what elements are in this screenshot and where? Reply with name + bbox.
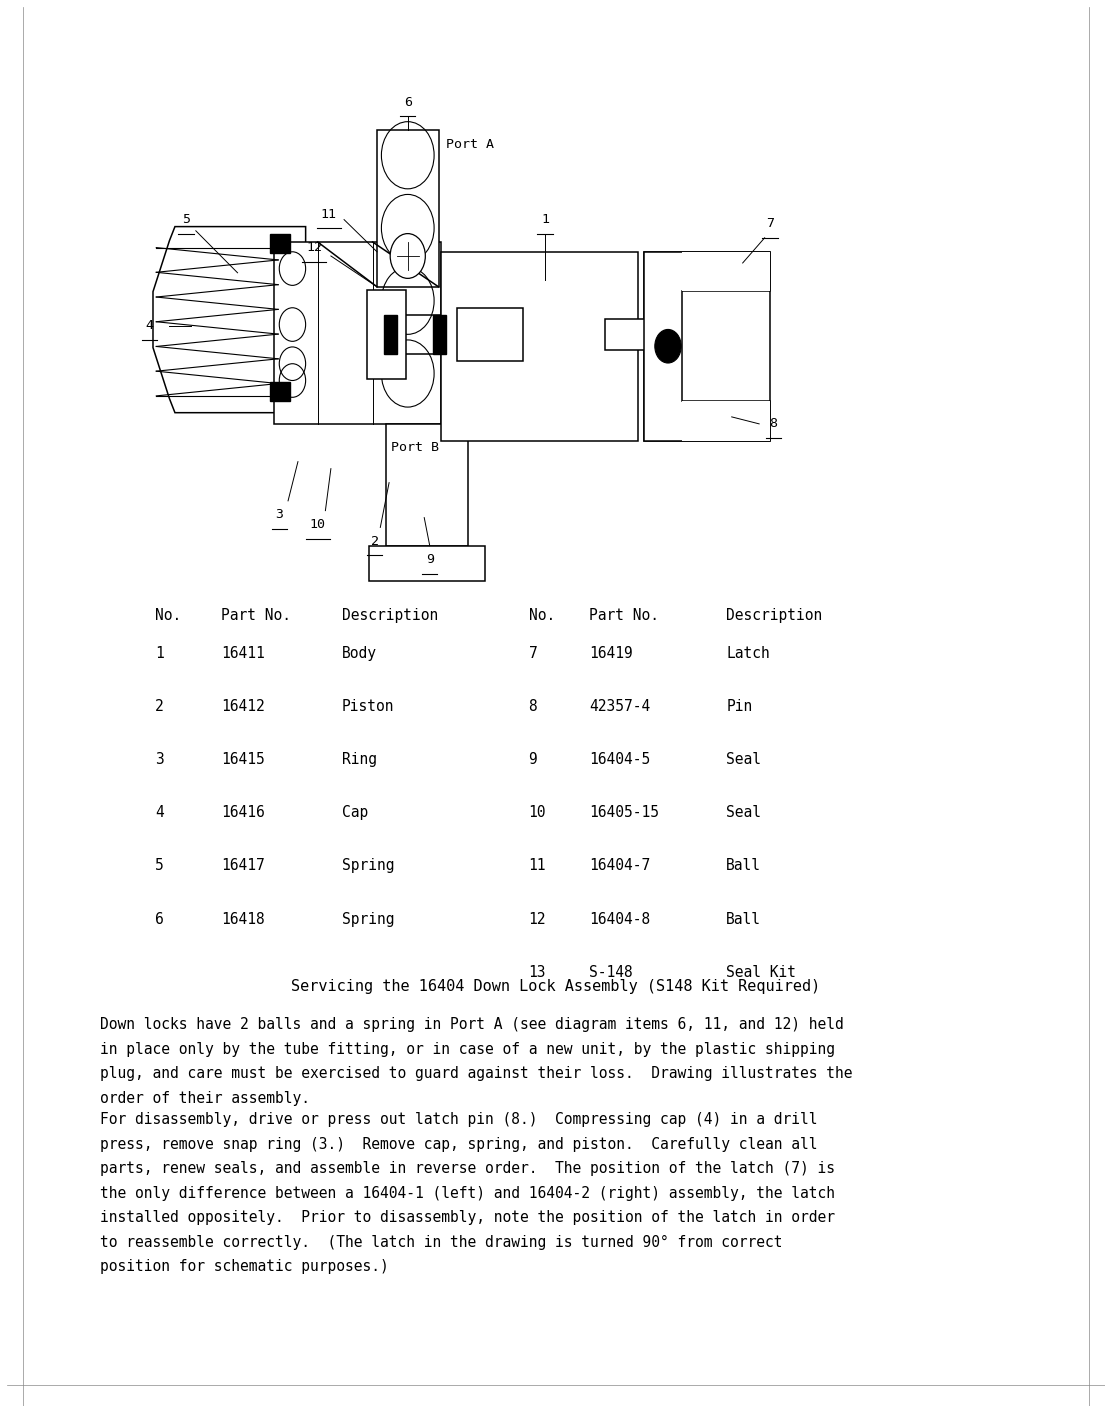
Text: 6: 6 — [156, 911, 163, 927]
Text: 8: 8 — [528, 699, 537, 714]
Bar — [270, 382, 290, 401]
Text: 4: 4 — [146, 319, 153, 332]
Text: installed oppositely.  Prior to disassembly, note the position of the latch in o: installed oppositely. Prior to disassemb… — [100, 1210, 835, 1225]
Text: Port A: Port A — [446, 137, 494, 151]
Bar — [369, 545, 485, 581]
Text: 42357-4: 42357-4 — [589, 699, 651, 714]
Text: Seal: Seal — [726, 752, 762, 767]
Text: parts, renew seals, and assemble in reverse order.  The position of the latch (7: parts, renew seals, and assemble in reve… — [100, 1161, 835, 1176]
Text: 16418: 16418 — [221, 911, 265, 927]
Text: Port B: Port B — [391, 441, 439, 454]
Bar — [440, 252, 638, 441]
Text: 9: 9 — [426, 552, 434, 567]
Text: 10: 10 — [310, 519, 326, 531]
Bar — [683, 252, 771, 291]
Text: 6: 6 — [404, 96, 411, 109]
Text: 7: 7 — [528, 646, 537, 661]
Text: 11: 11 — [320, 208, 337, 220]
Bar — [386, 424, 468, 545]
Text: Cap: Cap — [341, 805, 368, 821]
Bar — [377, 130, 438, 287]
Text: position for schematic purposes.): position for schematic purposes.) — [100, 1259, 389, 1275]
Text: 13: 13 — [528, 965, 546, 979]
Text: 4: 4 — [156, 805, 163, 821]
Text: 11: 11 — [528, 859, 546, 873]
Text: Latch: Latch — [726, 646, 770, 661]
Text: Ring: Ring — [341, 752, 377, 767]
Text: 3: 3 — [276, 509, 284, 521]
Polygon shape — [644, 252, 771, 441]
Text: 16411: 16411 — [221, 646, 265, 661]
Bar — [384, 315, 397, 353]
Text: in place only by the tube fitting, or in case of a new unit, by the plastic ship: in place only by the tube fitting, or in… — [100, 1041, 835, 1057]
Text: 16405-15: 16405-15 — [589, 805, 659, 821]
Text: Part No.: Part No. — [589, 608, 659, 623]
Text: 16412: 16412 — [221, 699, 265, 714]
Text: to reassemble correctly.  (The latch in the drawing is turned 90° from correct: to reassemble correctly. (The latch in t… — [100, 1235, 783, 1249]
Text: S-148: S-148 — [589, 965, 633, 979]
Text: Pin: Pin — [726, 699, 753, 714]
Text: 1: 1 — [156, 646, 163, 661]
Bar — [644, 252, 771, 441]
Text: Seal: Seal — [726, 805, 762, 821]
Text: Description: Description — [726, 608, 823, 623]
Text: No.: No. — [528, 608, 555, 623]
Text: plug, and care must be exercised to guard against their loss.  Drawing illustrat: plug, and care must be exercised to guar… — [100, 1065, 853, 1081]
Text: Ball: Ball — [726, 859, 762, 873]
Text: 5: 5 — [156, 859, 163, 873]
Bar — [457, 308, 523, 360]
Text: 16415: 16415 — [221, 752, 265, 767]
Text: Piston: Piston — [341, 699, 395, 714]
Text: 2: 2 — [156, 699, 163, 714]
Text: Down locks have 2 balls and a spring in Port A (see diagram items 6, 11, and 12): Down locks have 2 balls and a spring in … — [100, 1017, 844, 1031]
Text: 7: 7 — [766, 218, 774, 230]
Bar — [270, 233, 290, 253]
Text: the only difference between a 16404-1 (left) and 16404-2 (right) assembly, the l: the only difference between a 16404-1 (l… — [100, 1186, 835, 1201]
Text: Part No.: Part No. — [221, 608, 291, 623]
Text: 16419: 16419 — [589, 646, 633, 661]
Bar — [367, 290, 406, 379]
Text: Seal Kit: Seal Kit — [726, 965, 796, 979]
Text: Servicing the 16404 Down Lock Assembly (S148 Kit Required): Servicing the 16404 Down Lock Assembly (… — [291, 979, 821, 993]
Bar — [373, 315, 605, 353]
Text: 16404-5: 16404-5 — [589, 752, 651, 767]
Text: 10: 10 — [528, 805, 546, 821]
Text: 16417: 16417 — [221, 859, 265, 873]
Text: 5: 5 — [182, 213, 190, 226]
Text: Spring: Spring — [341, 911, 395, 927]
Text: 12: 12 — [307, 242, 322, 254]
Text: 1: 1 — [542, 213, 549, 226]
Text: 9: 9 — [528, 752, 537, 767]
Text: For disassembly, drive or press out latch pin (8.)  Compressing cap (4) in a dri: For disassembly, drive or press out latc… — [100, 1112, 817, 1128]
Circle shape — [390, 233, 425, 278]
Text: 2: 2 — [370, 536, 379, 548]
Bar — [683, 401, 771, 441]
Text: Body: Body — [341, 646, 377, 661]
Polygon shape — [153, 226, 306, 413]
Text: order of their assembly.: order of their assembly. — [100, 1091, 310, 1105]
Bar — [605, 319, 672, 350]
Text: 16416: 16416 — [221, 805, 265, 821]
Text: Ball: Ball — [726, 911, 762, 927]
Text: 16404-8: 16404-8 — [589, 911, 651, 927]
Text: press, remove snap ring (3.)  Remove cap, spring, and piston.  Carefully clean a: press, remove snap ring (3.) Remove cap,… — [100, 1136, 817, 1152]
Text: 3: 3 — [156, 752, 163, 767]
Text: 12: 12 — [528, 911, 546, 927]
Bar — [433, 315, 446, 353]
Text: Description: Description — [341, 608, 438, 623]
Text: 8: 8 — [770, 417, 777, 431]
Text: 16404-7: 16404-7 — [589, 859, 651, 873]
Text: Spring: Spring — [341, 859, 395, 873]
Text: No.: No. — [156, 608, 181, 623]
Circle shape — [655, 329, 682, 363]
Bar — [274, 242, 440, 424]
